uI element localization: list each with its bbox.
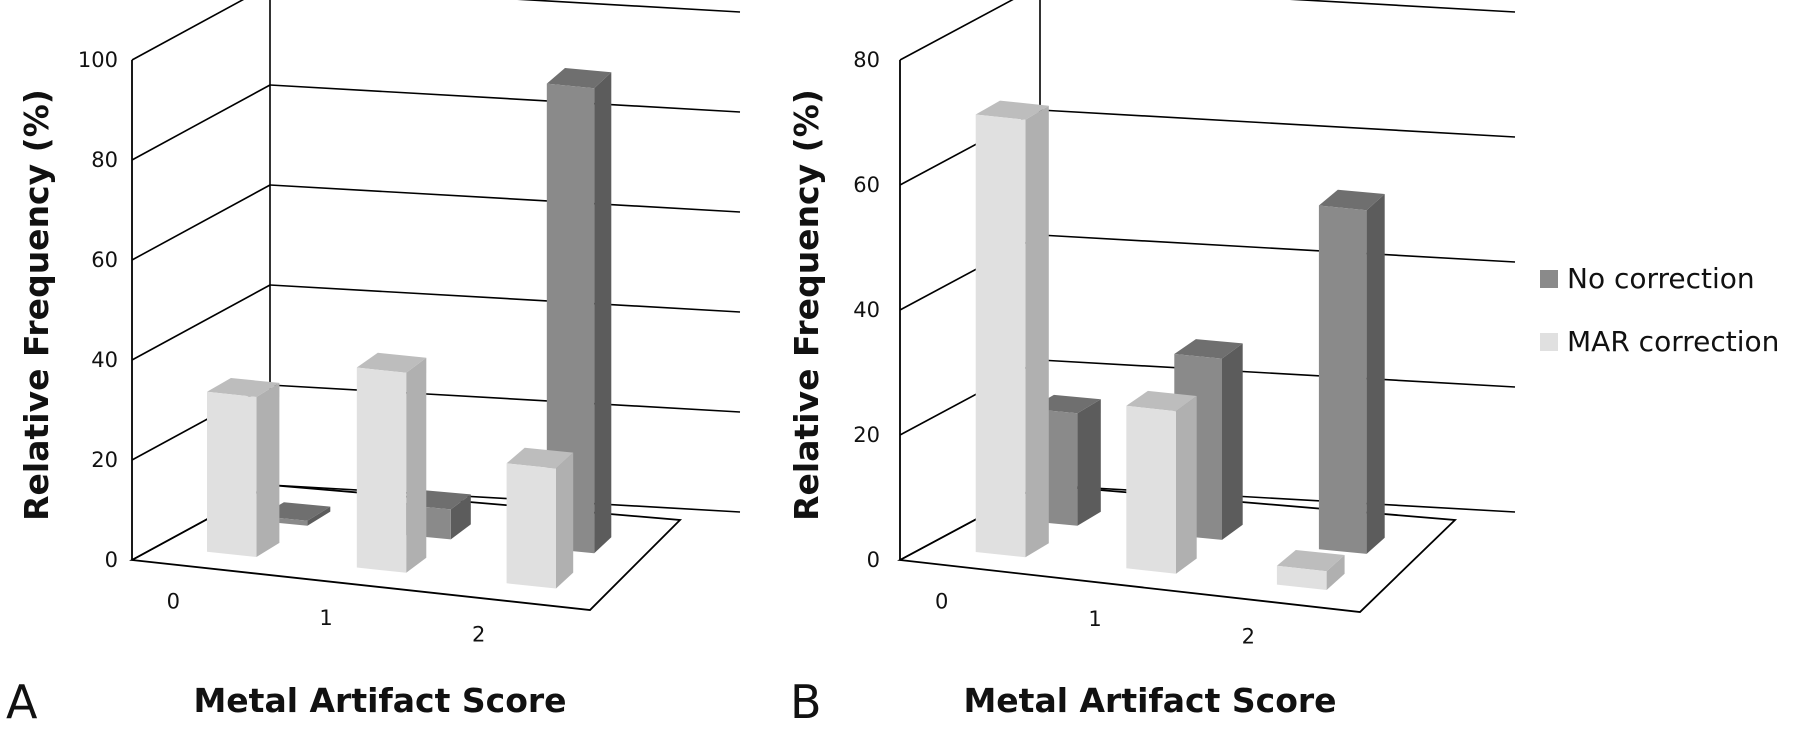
panel-a-side-gridline bbox=[131, 284, 271, 361]
bar-a-mar-correction-2 bbox=[506, 447, 574, 589]
bar-b-no-correction-2 bbox=[1318, 189, 1385, 554]
legend-label-no-correction: No correction bbox=[1567, 262, 1755, 295]
panel-a-ylabel: Relative Frequency (%) bbox=[17, 89, 56, 521]
panel-b-xtick-label: 1 bbox=[1088, 607, 1101, 631]
bar-a-mar-correction-1 bbox=[356, 352, 427, 573]
bar-a-mar-correction-2-top bbox=[506, 447, 574, 469]
panel-a-ytick-label: 0 bbox=[105, 548, 118, 572]
bar-b-mar-correction-2-side bbox=[1326, 555, 1345, 590]
bar-b-no-correction-1-top bbox=[1174, 339, 1243, 359]
bar-a-mar-correction-0-front bbox=[207, 391, 257, 557]
panel-b-chart: Relative Frequency (%) Metal Artifact Sc… bbox=[787, 0, 1516, 729]
bar-a-mar-correction-2-front bbox=[506, 463, 556, 589]
panel-a-gridline bbox=[269, 484, 741, 513]
panel-b-label: B bbox=[790, 675, 822, 729]
panel-b-gridline bbox=[1289, 0, 1516, 13]
panel-a-ytick-label: 20 bbox=[91, 448, 118, 472]
bar-b-no-correction-1-side bbox=[1222, 343, 1243, 540]
panel-a-xtick-label: 0 bbox=[167, 589, 180, 613]
panel-b-xlabel: Metal Artifact Score bbox=[963, 681, 1336, 720]
panel-a-label: A bbox=[6, 675, 38, 729]
bar-b-mar-correction-1-side bbox=[1176, 396, 1197, 574]
panel-a-ytick-label: 100 bbox=[78, 48, 118, 72]
panel-a-side-gridline bbox=[131, 84, 271, 161]
bar-b-mar-correction-1 bbox=[1126, 390, 1197, 574]
bar-b-no-correction-2-front bbox=[1318, 205, 1367, 554]
panel-a-ytick-label: 80 bbox=[91, 148, 118, 172]
panel-b-side-gridline bbox=[899, 0, 1014, 61]
panel-a-side-gridline bbox=[131, 0, 245, 61]
bar-a-mar-correction-1-side bbox=[406, 357, 427, 573]
panel-b-xtick-label: 0 bbox=[935, 590, 948, 614]
bar-b-no-correction-2-side bbox=[1366, 194, 1385, 554]
panel-a-gridline bbox=[269, 284, 741, 313]
panel-b-gridline bbox=[1039, 234, 1516, 263]
panel-a-xlabel: Metal Artifact Score bbox=[193, 681, 566, 720]
panel-b-gridline bbox=[1039, 484, 1516, 513]
bar-b-mar-correction-0-side bbox=[1025, 105, 1049, 558]
bar-a-mar-correction-0-side bbox=[256, 382, 280, 557]
bar-b-mar-correction-1-top bbox=[1126, 390, 1197, 412]
bar-a-no-correction-2-side bbox=[594, 72, 612, 554]
bar-b-mar-correction-0-front bbox=[975, 114, 1026, 558]
bar-b-no-correction-2-top bbox=[1318, 189, 1385, 211]
bar-a-no-correction-2-top bbox=[546, 68, 612, 89]
panel-b-ytick-label: 0 bbox=[867, 548, 880, 572]
panel-b-ytick-label: 80 bbox=[853, 48, 880, 72]
bar-a-no-correction-0-side bbox=[307, 506, 331, 526]
bar-a-no-correction-2 bbox=[546, 68, 612, 554]
bar-a-mar-correction-2-side bbox=[556, 452, 574, 589]
panel-a-side-gridline bbox=[131, 184, 271, 261]
panel-a-gridline bbox=[269, 184, 741, 213]
bar-a-mar-correction-1-front bbox=[356, 367, 407, 573]
panel-a-gridline bbox=[517, 0, 741, 13]
panel-a-ytick-label: 40 bbox=[91, 348, 118, 372]
legend-swatch-no-correction bbox=[1540, 270, 1558, 288]
bar-b-mar-correction-2-front bbox=[1276, 565, 1327, 590]
legend-label-mar-correction: MAR correction bbox=[1567, 325, 1779, 358]
panel-a-xtick-label: 2 bbox=[472, 623, 485, 647]
bar-a-no-correction-2-front bbox=[546, 83, 595, 554]
panel-b-ytick-label: 60 bbox=[853, 173, 880, 197]
panel-b-xtick-label: 2 bbox=[1242, 624, 1255, 648]
panel-a-chart: Relative Frequency (%) Metal Artifact Sc… bbox=[6, 0, 741, 729]
bar-a-mar-correction-0-top bbox=[207, 378, 280, 397]
panel-b-gridline bbox=[1039, 359, 1516, 388]
bar-b-no-correction-0-side bbox=[1077, 399, 1101, 526]
bar-b-mar-correction-0-top bbox=[975, 100, 1049, 120]
panel-b-gridline bbox=[1039, 109, 1516, 138]
bar-a-mar-correction-1-top bbox=[356, 352, 427, 373]
panel-b-ylabel: Relative Frequency (%) bbox=[787, 89, 826, 521]
panel-a-gridline bbox=[269, 384, 741, 413]
bar-b-mar-correction-0 bbox=[975, 100, 1049, 558]
panel-b-ytick-label: 40 bbox=[853, 298, 880, 322]
bar-b-mar-correction-2-top bbox=[1276, 550, 1345, 572]
bar-b-mar-correction-1-front bbox=[1126, 405, 1176, 574]
panel-a-xtick-label: 1 bbox=[319, 606, 332, 630]
bar-b-mar-correction-2 bbox=[1276, 550, 1345, 590]
panel-a-ytick-label: 60 bbox=[91, 248, 118, 272]
legend: No correction MAR correction bbox=[1540, 262, 1779, 358]
panel-b-ytick-label: 20 bbox=[853, 423, 880, 447]
legend-swatch-mar-correction bbox=[1540, 333, 1558, 351]
bar-a-mar-correction-0 bbox=[207, 378, 280, 557]
panel-a-gridline bbox=[269, 84, 741, 113]
